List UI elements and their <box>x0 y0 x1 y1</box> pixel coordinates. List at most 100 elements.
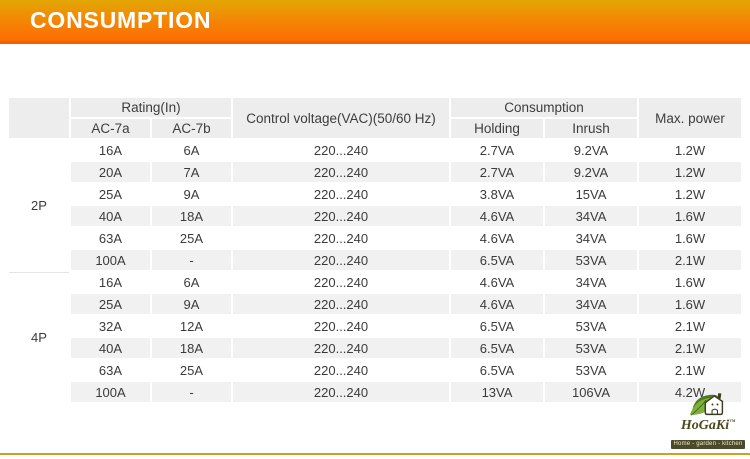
page-title: CONSUMPTION <box>30 7 212 33</box>
cell-holding: 4.6VA <box>451 228 543 248</box>
cell-ac7a: 25A <box>71 184 150 204</box>
cell-holding: 4.6VA <box>451 294 543 314</box>
cell-inrush: 9.2VA <box>545 162 638 182</box>
footer-gold-line <box>0 453 750 455</box>
cell-max-power: 2.1W <box>639 250 742 270</box>
cell-max-power: 1.2W <box>639 162 742 182</box>
cell-max-power: 2.1W <box>639 338 742 358</box>
cell-inrush: 106VA <box>545 382 638 402</box>
cell-max-power: 1.2W <box>639 184 742 204</box>
cell-ac7b: - <box>152 250 231 270</box>
header-row-sub: AC-7a AC-7b Holding Inrush <box>9 119 741 138</box>
trademark-symbol: ™ <box>729 419 736 426</box>
cell-voltage: 220...240 <box>233 250 449 270</box>
table-header: Rating(In) Control voltage(VAC)(50/60 Hz… <box>9 98 742 138</box>
cell-voltage: 220...240 <box>233 206 449 226</box>
cell-ac7a: 32A <box>71 316 150 336</box>
table-row: 25A 9A 220...240 4.6VA 34VA 1.6W <box>9 294 742 314</box>
cell-ac7a: 20A <box>71 162 150 182</box>
cell-ac7b: 9A <box>152 184 231 204</box>
brand-name: HoGaKi™ <box>680 418 736 433</box>
cell-ac7a: 16A <box>71 140 150 160</box>
max-power-header: Max. power <box>639 98 742 138</box>
consumption-header: Consumption <box>451 98 638 117</box>
cell-ac7b: 18A <box>152 338 231 358</box>
table-row: 63A 25A 220...240 4.6VA 34VA 1.6W <box>9 228 742 248</box>
cell-ac7a: 63A <box>71 228 150 248</box>
table-row: 100A - 220...240 13VA 106VA 4.2W <box>9 382 742 402</box>
cell-max-power: 2.1W <box>639 316 742 336</box>
table-row: 32A 12A 220...240 6.5VA 53VA 2.1W <box>9 316 742 336</box>
cell-max-power: 1.2W <box>639 140 742 160</box>
cell-ac7b: 7A <box>152 162 231 182</box>
cell-voltage: 220...240 <box>233 382 449 402</box>
cell-ac7a: 40A <box>71 338 150 358</box>
cell-ac7b: 9A <box>152 294 231 314</box>
cell-holding: 4.6VA <box>451 272 543 292</box>
control-voltage-header: Control voltage(VAC)(50/60 Hz) <box>233 98 449 138</box>
cell-ac7a: 16A <box>71 272 150 292</box>
cell-inrush: 53VA <box>545 316 638 336</box>
cell-holding: 6.5VA <box>451 338 543 358</box>
cell-inrush: 53VA <box>545 250 638 270</box>
header-row-top: Rating(In) Control voltage(VAC)(50/60 Hz… <box>9 98 742 138</box>
cell-holding: 6.5VA <box>451 250 543 270</box>
rating-header: Rating(In) <box>71 98 231 117</box>
cell-inrush: 34VA <box>545 228 638 248</box>
cell-voltage: 220...240 <box>233 184 449 204</box>
cell-max-power: 2.1W <box>639 360 742 380</box>
cell-holding: 3.8VA <box>451 184 543 204</box>
cell-ac7b: - <box>152 382 231 402</box>
cell-inrush: 9.2VA <box>545 140 638 160</box>
cell-inrush: 15VA <box>545 184 638 204</box>
cell-holding: 4.6VA <box>451 206 543 226</box>
cell-voltage: 220...240 <box>233 272 449 292</box>
cell-voltage: 220...240 <box>233 162 449 182</box>
cell-holding: 13VA <box>451 382 543 402</box>
brand-tagline: Home - garden - kitchen <box>670 439 746 449</box>
cell-inrush: 53VA <box>545 338 638 358</box>
cell-ac7b: 25A <box>152 228 231 248</box>
cell-ac7a: 25A <box>71 294 150 314</box>
cell-ac7b: 6A <box>152 140 231 160</box>
table-row: 4P 16A 6A 220...240 4.6VA 34VA 1.6W <box>9 272 742 402</box>
ac7b-header: AC-7b <box>152 119 231 138</box>
cell-ac7a: 40A <box>71 206 150 226</box>
cell-ac7a: 100A <box>71 250 150 270</box>
cell-inrush: 53VA <box>545 360 638 380</box>
brand-logo: HoGaKi™ Home - garden - kitchen <box>669 391 747 449</box>
inrush-header: Inrush <box>545 119 638 138</box>
cell-max-power: 1.6W <box>639 228 742 248</box>
table-row: 2P 16A 6A 220...240 2.7VA 9.2VA 1.2W <box>9 140 742 270</box>
cell-voltage: 220...240 <box>233 316 449 336</box>
table-row: 40A 18A 220...240 4.6VA 34VA 1.6W <box>9 206 742 226</box>
cell-max-power: 1.6W <box>639 272 742 292</box>
cell-holding: 6.5VA <box>451 360 543 380</box>
cell-max-power: 1.6W <box>639 206 742 226</box>
cell-holding: 2.7VA <box>451 140 543 160</box>
cell-voltage: 220...240 <box>233 294 449 314</box>
cell-inrush: 34VA <box>545 294 638 314</box>
cell-ac7a: 100A <box>71 382 150 402</box>
cell-ac7a: 63A <box>71 360 150 380</box>
cell-ac7b: 6A <box>152 272 231 292</box>
table-body: 2P 16A 6A 220...240 2.7VA 9.2VA 1.2W 20A… <box>9 140 742 402</box>
cell-inrush: 34VA <box>545 272 638 292</box>
table-row: 20A 7A 220...240 2.7VA 9.2VA 1.2W <box>9 162 742 182</box>
cell-ac7b: 18A <box>152 206 231 226</box>
cell-inrush: 34VA <box>545 206 638 226</box>
group-label-2p: 2P <box>9 140 69 270</box>
table-row: 100A - 220...240 6.5VA 53VA 2.1W <box>9 250 742 270</box>
table-row: 40A 18A 220...240 6.5VA 53VA 2.1W <box>9 338 742 358</box>
cell-voltage: 220...240 <box>233 228 449 248</box>
cell-voltage: 220...240 <box>233 338 449 358</box>
cell-voltage: 220...240 <box>233 140 449 160</box>
group-header-cell <box>9 98 69 138</box>
section-banner: CONSUMPTION <box>0 0 750 44</box>
cell-voltage: 220...240 <box>233 360 449 380</box>
consumption-table: Rating(In) Control voltage(VAC)(50/60 Hz… <box>7 96 743 404</box>
cell-holding: 6.5VA <box>451 316 543 336</box>
group-label-4p: 4P <box>9 272 69 402</box>
cell-ac7b: 25A <box>152 360 231 380</box>
